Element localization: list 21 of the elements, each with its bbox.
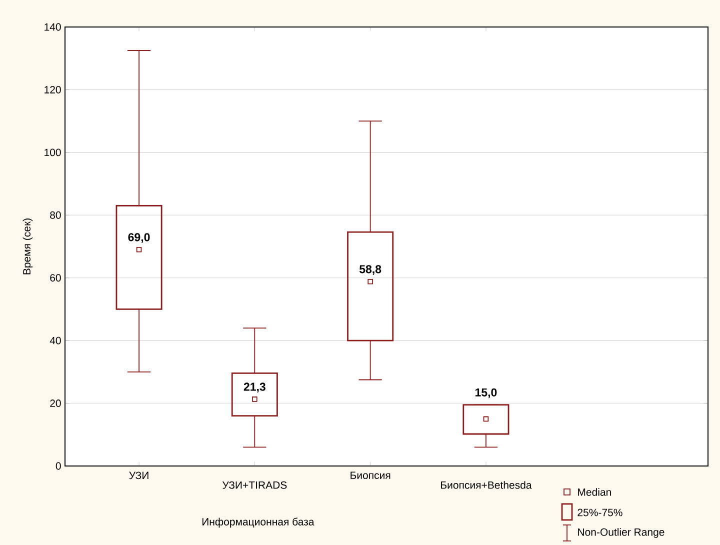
text: Median — [578, 488, 611, 496]
y-tick-label: 140 — [44, 23, 61, 31]
text: Non-Outlier Range — [578, 528, 664, 538]
y-axis-title: Время (сек) — [22, 218, 33, 274]
x-tick-label: УЗИ+TIRADS — [222, 481, 287, 489]
x-tick-label: Биопсия — [350, 472, 390, 480]
y-tick-label: 40 — [50, 336, 61, 344]
x-axis-title: Информационная база — [202, 518, 314, 528]
y-tick-label: 80 — [50, 211, 61, 219]
y-tick-label: 20 — [50, 400, 61, 407]
text: 25%-75% — [578, 508, 622, 516]
x-tick-label: УЗИ — [129, 472, 148, 480]
text: 15,0 — [475, 388, 497, 398]
y-tick-label: 60 — [50, 274, 61, 282]
text: 58,8 — [359, 265, 382, 275]
x-tick-label: Биопсия+Bethesda — [441, 481, 532, 489]
text: 69,0 — [128, 233, 150, 243]
y-tick-label: 0 — [56, 462, 61, 470]
text: 21,3 — [244, 382, 266, 392]
y-tick-label: 100 — [44, 148, 61, 156]
y-tick-label: 120 — [44, 86, 61, 94]
